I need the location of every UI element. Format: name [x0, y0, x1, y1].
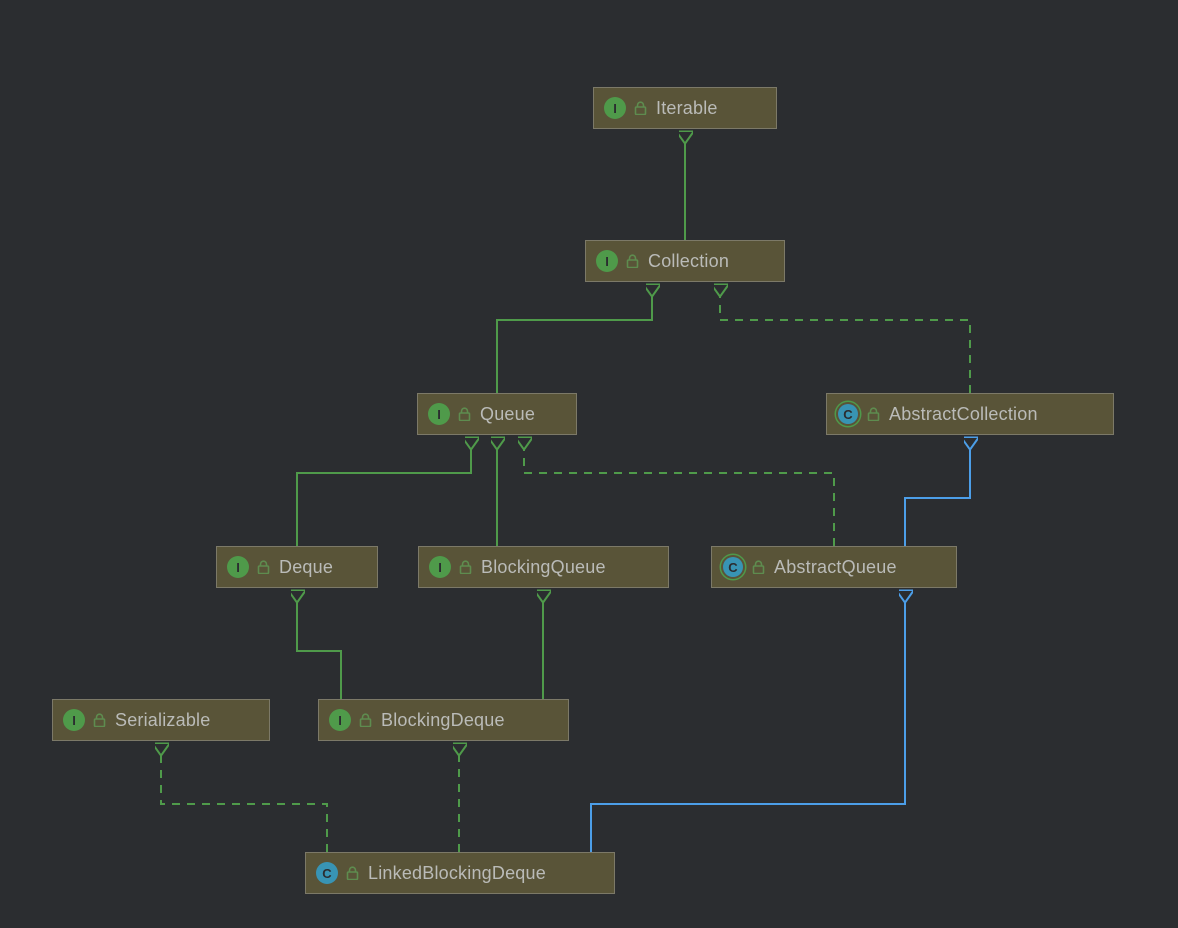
interface-icon: I	[63, 709, 85, 731]
edge	[297, 603, 341, 699]
interface-icon: I	[429, 556, 451, 578]
node-label: Serializable	[115, 710, 210, 731]
edges-layer	[0, 0, 1178, 928]
abstract-icon: C	[838, 404, 858, 424]
lock-icon	[866, 407, 880, 421]
edge	[905, 450, 970, 546]
node-abstractcollection[interactable]: C AbstractCollection	[826, 393, 1114, 435]
abstract-icon: C	[723, 557, 743, 577]
node-collection[interactable]: I Collection	[585, 240, 785, 282]
lock-icon	[458, 560, 472, 574]
interface-icon: I	[604, 97, 626, 119]
node-label: Collection	[648, 251, 729, 272]
interface-icon: I	[428, 403, 450, 425]
lock-icon	[457, 407, 471, 421]
node-label: BlockingQueue	[481, 557, 606, 578]
node-label: Deque	[279, 557, 333, 578]
edge	[161, 756, 327, 852]
edge	[497, 297, 652, 393]
node-label: Iterable	[656, 98, 718, 119]
lock-icon	[345, 866, 359, 880]
lock-icon	[633, 101, 647, 115]
edge	[591, 603, 905, 852]
edge	[297, 450, 471, 546]
lock-icon	[256, 560, 270, 574]
node-label: Queue	[480, 404, 535, 425]
node-linkedblockingdeque[interactable]: C LinkedBlockingDeque	[305, 852, 615, 894]
class-icon: C	[316, 862, 338, 884]
node-label: LinkedBlockingDeque	[368, 863, 546, 884]
node-blockingdeque[interactable]: I BlockingDeque	[318, 699, 569, 741]
interface-icon: I	[329, 709, 351, 731]
node-serializable[interactable]: I Serializable	[52, 699, 270, 741]
node-deque[interactable]: I Deque	[216, 546, 378, 588]
interface-icon: I	[227, 556, 249, 578]
node-blockingqueue[interactable]: I BlockingQueue	[418, 546, 669, 588]
lock-icon	[751, 560, 765, 574]
diagram-canvas: I IterableI CollectionI QueueC AbstractC…	[0, 0, 1178, 928]
node-queue[interactable]: I Queue	[417, 393, 577, 435]
node-label: BlockingDeque	[381, 710, 505, 731]
edge	[720, 297, 970, 393]
edge	[524, 450, 834, 546]
lock-icon	[92, 713, 106, 727]
node-label: AbstractCollection	[889, 404, 1038, 425]
node-abstractqueue[interactable]: C AbstractQueue	[711, 546, 957, 588]
node-label: AbstractQueue	[774, 557, 897, 578]
lock-icon	[625, 254, 639, 268]
interface-icon: I	[596, 250, 618, 272]
node-iterable[interactable]: I Iterable	[593, 87, 777, 129]
lock-icon	[358, 713, 372, 727]
